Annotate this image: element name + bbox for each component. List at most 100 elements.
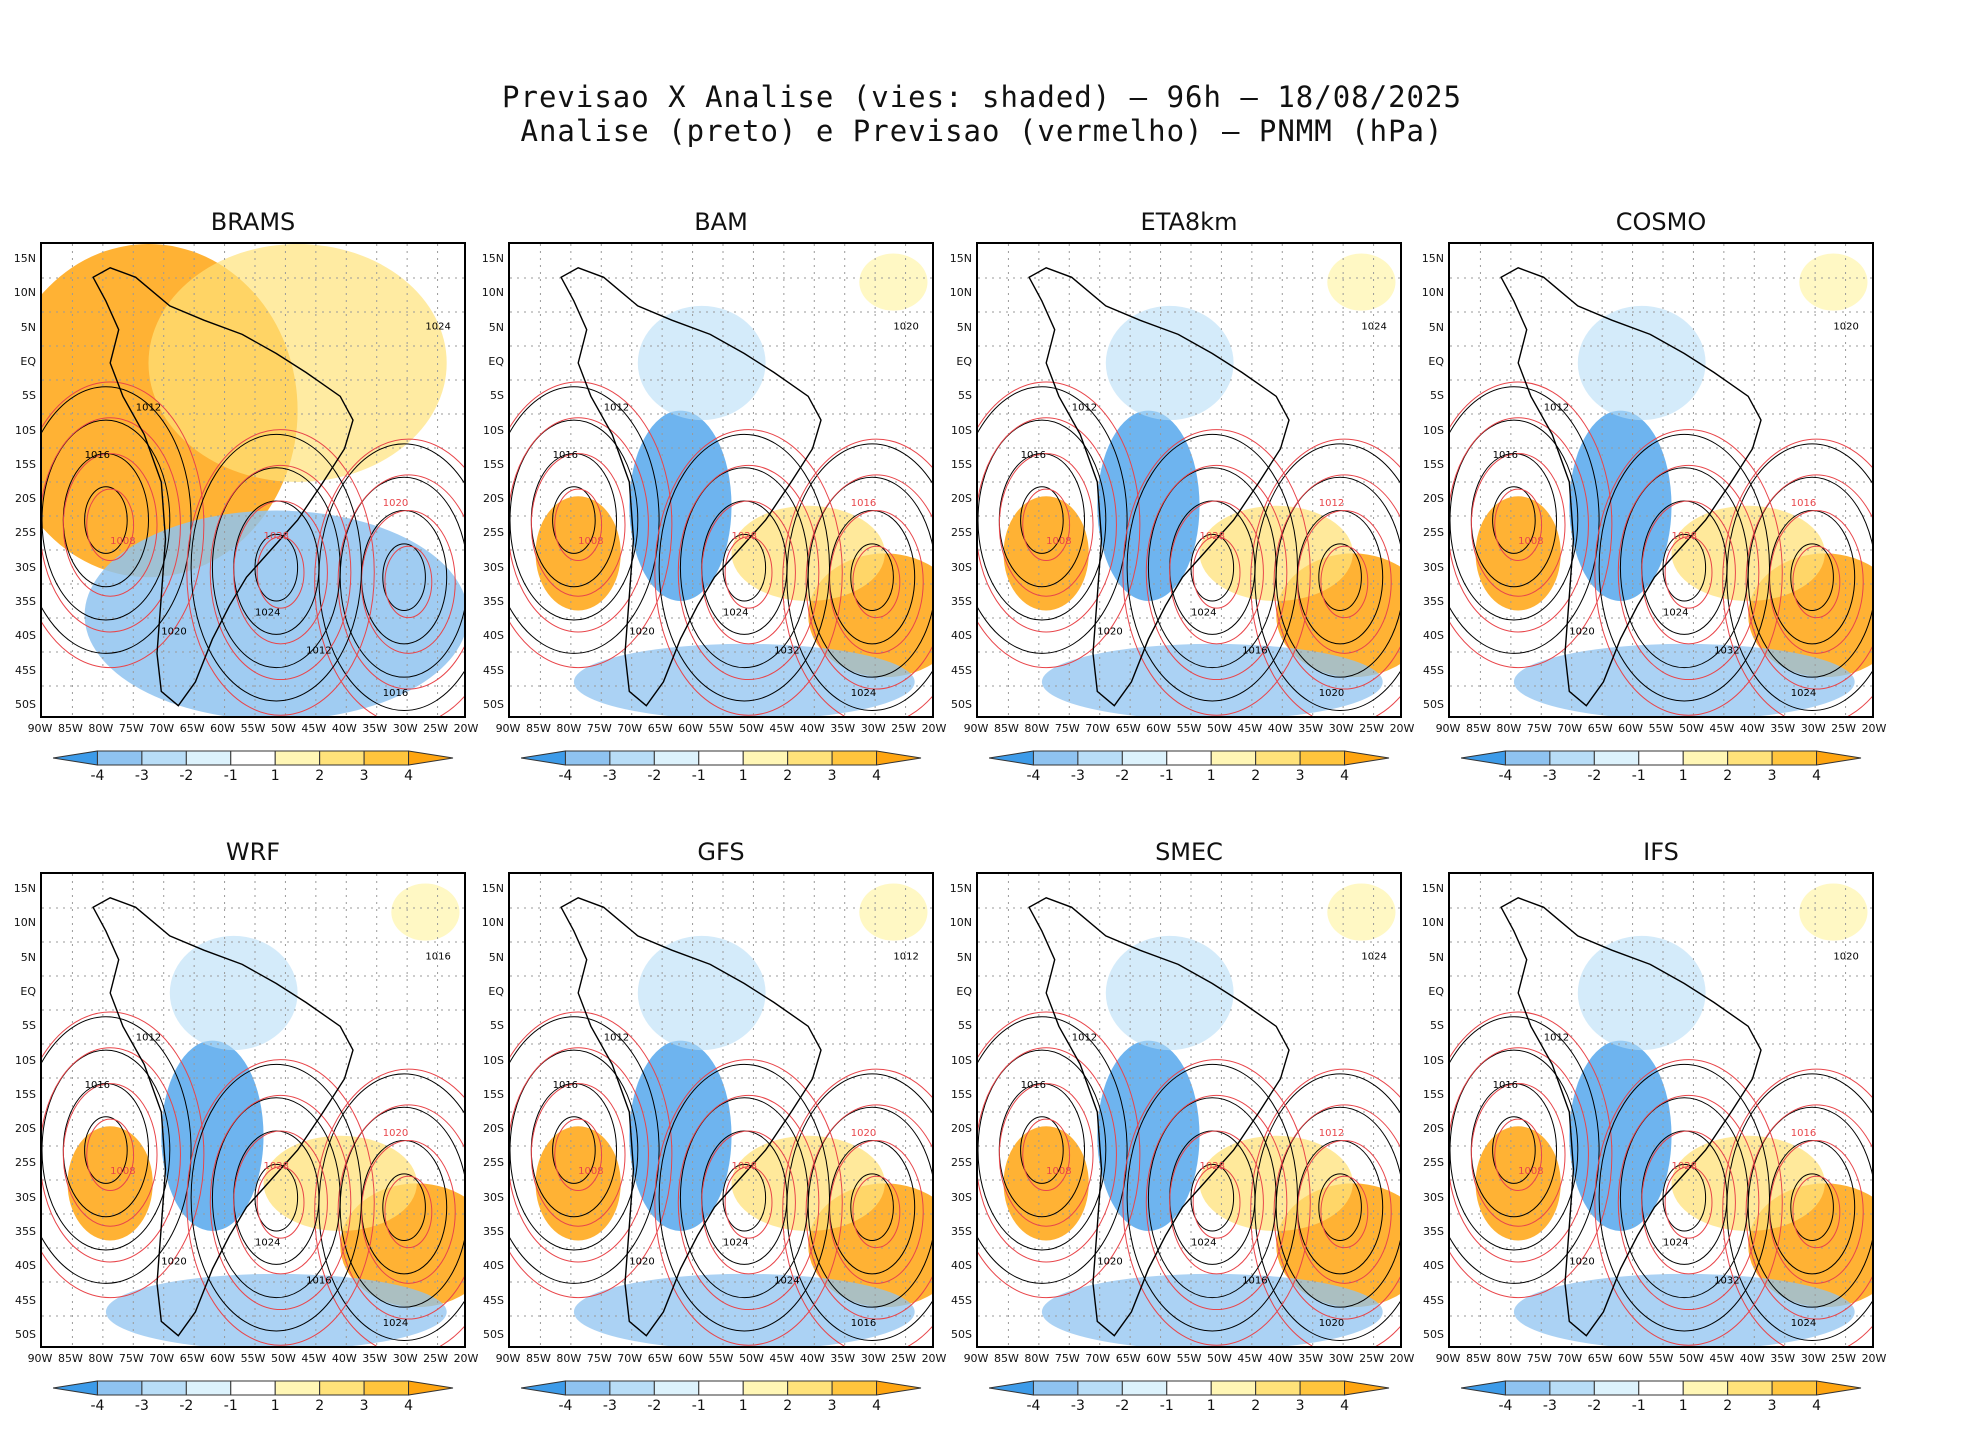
colorbar-label: 3 bbox=[827, 1398, 837, 1414]
isobar-label: 1020 bbox=[383, 1128, 408, 1139]
isobar-label: 1016 bbox=[851, 1318, 876, 1329]
lat-tick-label: 25S bbox=[951, 1156, 972, 1170]
lon-tick-label: 20W bbox=[1389, 1352, 1415, 1365]
lat-tick-label: 30S bbox=[1423, 1190, 1444, 1204]
coastline bbox=[92, 267, 354, 707]
colorbar-label: 4 bbox=[872, 768, 881, 784]
lon-tick-label: 40W bbox=[1267, 1352, 1293, 1365]
lon-tick-label: 30W bbox=[1328, 722, 1354, 735]
lon-tick-label: 90W bbox=[1435, 1352, 1461, 1365]
lat-tick-label: 30S bbox=[483, 560, 504, 574]
lon-tick-label: 85W bbox=[1465, 1352, 1491, 1365]
colorbar-label: -4 bbox=[1026, 1398, 1041, 1414]
lat-tick-label: 5S bbox=[490, 389, 504, 403]
colorbar-label: -1 bbox=[1631, 1398, 1646, 1414]
isobar-label: 1012 bbox=[306, 645, 331, 656]
isobar-label: 1020 bbox=[1319, 688, 1344, 699]
lon-tick-label: 90W bbox=[495, 722, 521, 735]
lon-tick-label: 55W bbox=[1648, 1352, 1674, 1365]
colorbar-label: 4 bbox=[1340, 1398, 1349, 1414]
lon-tick-label: 35W bbox=[1770, 1352, 1796, 1365]
lat-tick-label: EQ bbox=[1428, 984, 1444, 998]
lon-tick-label: 75W bbox=[586, 722, 612, 735]
lon-tick-label: 70W bbox=[1557, 1352, 1583, 1365]
panel-title-eta8km: ETA8km bbox=[1140, 208, 1238, 236]
isobar-label: 1024 bbox=[1361, 322, 1386, 333]
lat-tick-label: 5S bbox=[958, 389, 972, 403]
lat-tick-label: 5N bbox=[20, 950, 36, 964]
lat-tick-label: 20S bbox=[951, 1122, 972, 1136]
isobar-label: 1012 bbox=[604, 1033, 629, 1044]
lon-tick-label: 60W bbox=[1618, 722, 1643, 735]
lon-tick-label: 80W bbox=[1024, 1352, 1050, 1365]
lon-tick-label: 25W bbox=[1831, 722, 1856, 735]
colorbar-label: -3 bbox=[1070, 768, 1085, 784]
lat-tick-label: 10S bbox=[15, 1053, 36, 1067]
panel-title-gfs: GFS bbox=[697, 838, 745, 866]
isobar-label: 1020 bbox=[1569, 626, 1594, 637]
lat-tick-label: 15S bbox=[1423, 457, 1444, 471]
colorbar-label: -3 bbox=[1542, 768, 1557, 784]
colorbar bbox=[988, 1380, 1393, 1400]
isobar-label: 1024 bbox=[1791, 1318, 1816, 1329]
lon-tick-label: 75W bbox=[586, 1352, 612, 1365]
lat-tick-label: 40S bbox=[15, 1259, 36, 1273]
colorbar-label: 3 bbox=[1767, 768, 1777, 784]
lat-tick-label: 50S bbox=[15, 1328, 36, 1341]
lat-tick-label: 45S bbox=[951, 663, 972, 677]
map-panel-smec: 1012 1016 1008 1020 1024 1028 1016 1020 1012 1024 bbox=[976, 872, 1402, 1348]
lat-tick-label: 50S bbox=[483, 698, 504, 711]
lon-tick-label: 75W bbox=[118, 722, 144, 735]
colorbar-label: 3 bbox=[1295, 768, 1305, 784]
lon-tick-label: 85W bbox=[525, 722, 551, 735]
map-panel-ifs: 1012 1016 1008 1020 1024 1028 1032 1024 1016 1020 bbox=[1448, 872, 1874, 1348]
lon-tick-label: 30W bbox=[860, 1352, 886, 1365]
colorbar-label: 2 bbox=[1723, 768, 1733, 784]
lat-tick-label: 10S bbox=[951, 1053, 972, 1067]
lon-tick-label: 20W bbox=[453, 722, 479, 735]
lat-tick-label: 5S bbox=[22, 1019, 36, 1033]
lon-tick-label: 40W bbox=[1739, 722, 1765, 735]
lon-tick-label: 45W bbox=[769, 1352, 795, 1365]
lon-tick-label: 45W bbox=[301, 1352, 327, 1365]
lat-tick-label: 5S bbox=[1430, 389, 1444, 403]
colorbar-label: -3 bbox=[134, 768, 149, 784]
isobar-label: 1020 bbox=[161, 626, 186, 637]
map-panel-cosmo: 1012 1016 1008 1020 1024 1028 1032 1024 1016 1020 bbox=[1448, 242, 1874, 718]
lon-tick-label: 75W bbox=[1054, 1352, 1080, 1365]
colorbar-label: -2 bbox=[647, 1398, 662, 1414]
lon-tick-label: 30W bbox=[392, 722, 418, 735]
isobar-label: 1008 bbox=[1518, 536, 1543, 547]
isobar-label: 1012 bbox=[1072, 403, 1097, 414]
colorbar-label: 1 bbox=[1206, 1398, 1216, 1414]
lat-tick-label: 15S bbox=[15, 457, 36, 471]
lat-tick-label: EQ bbox=[956, 984, 972, 998]
lat-tick-label: 45S bbox=[1423, 1293, 1444, 1307]
lon-tick-label: 65W bbox=[647, 1352, 673, 1365]
lat-tick-label: 15N bbox=[949, 252, 972, 265]
lon-tick-label: 80W bbox=[1496, 1352, 1522, 1365]
colorbar-label: -2 bbox=[179, 1398, 194, 1414]
lon-tick-label: 80W bbox=[556, 722, 582, 735]
lat-tick-label: 50S bbox=[951, 698, 972, 711]
isobar-label: 1016 bbox=[85, 1080, 110, 1091]
lat-tick-label: 15N bbox=[13, 882, 36, 895]
lon-tick-label: 45W bbox=[1237, 1352, 1263, 1365]
isobar-label: 1024 bbox=[255, 1237, 280, 1248]
lat-tick-label: 40S bbox=[483, 1259, 504, 1273]
lon-tick-label: 35W bbox=[362, 1352, 388, 1365]
colorbar-label: -4 bbox=[1498, 768, 1513, 784]
lon-tick-label: 55W bbox=[240, 722, 266, 735]
lon-tick-label: 75W bbox=[1054, 722, 1080, 735]
lat-tick-label: 25S bbox=[1423, 526, 1444, 540]
lat-tick-label: 50S bbox=[483, 1328, 504, 1341]
chart-title-line1: Previsao X Analise (vies: shaded) — 96h … bbox=[502, 80, 1462, 114]
lon-tick-label: 20W bbox=[1861, 1352, 1887, 1365]
lon-tick-label: 60W bbox=[210, 722, 235, 735]
lon-tick-label: 35W bbox=[830, 722, 856, 735]
isobar-label: 1024 bbox=[723, 1237, 748, 1248]
colorbar-label: 4 bbox=[404, 1398, 413, 1414]
map-canvas: 1012 1016 1008 1020 1024 1028 1016 1020 1012 1024 bbox=[978, 244, 1400, 716]
lon-tick-label: 35W bbox=[1298, 722, 1324, 735]
lon-tick-label: 50W bbox=[270, 722, 296, 735]
